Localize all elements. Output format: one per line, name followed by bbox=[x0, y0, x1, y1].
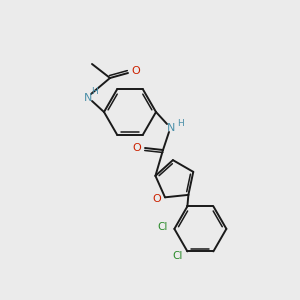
Text: N: N bbox=[167, 123, 175, 133]
Text: Cl: Cl bbox=[172, 251, 183, 261]
Text: O: O bbox=[153, 194, 161, 204]
Text: O: O bbox=[133, 143, 141, 153]
Text: N: N bbox=[84, 93, 92, 103]
Text: O: O bbox=[132, 66, 140, 76]
Text: Cl: Cl bbox=[157, 222, 168, 232]
Text: H: H bbox=[92, 88, 98, 97]
Text: H: H bbox=[178, 118, 184, 127]
